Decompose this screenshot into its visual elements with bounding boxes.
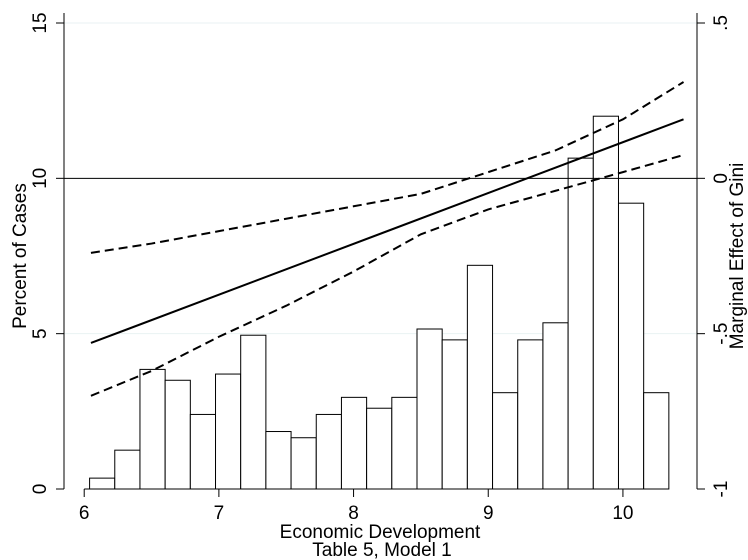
histogram-bar xyxy=(617,202,645,490)
histogram-bar xyxy=(139,368,166,490)
histogram-bar xyxy=(240,334,267,490)
x-tick-label: 6 xyxy=(79,503,90,524)
histogram-bar xyxy=(366,407,393,490)
x-tick-label: 7 xyxy=(214,503,225,524)
histogram-bar xyxy=(340,396,368,490)
y-axis-title-right: Marginal Effect of Gini xyxy=(727,163,748,350)
histogram-bar xyxy=(114,449,141,490)
histogram-bar xyxy=(466,264,494,490)
x-axis-title: Economic Development xyxy=(280,522,481,543)
y-right-tick-label: .5 xyxy=(711,15,732,31)
y-right-tick-label: -.5 xyxy=(711,323,732,345)
x-tick-label: 9 xyxy=(483,503,494,524)
chart-subtitle: Table 5, Model 1 xyxy=(312,540,451,560)
histogram-bar xyxy=(391,396,418,490)
histogram-bar xyxy=(441,339,468,490)
y-left-tick-label: 5 xyxy=(30,328,51,339)
histogram-bar xyxy=(416,328,443,490)
confidence-bound-line xyxy=(90,154,684,397)
histogram-bar xyxy=(164,379,191,490)
histogram-bar xyxy=(643,392,670,490)
y-axis-title-left: Percent of Cases xyxy=(10,183,31,329)
histogram-bar xyxy=(542,322,569,490)
histogram-bar xyxy=(89,477,116,490)
confidence-bound-line xyxy=(90,81,685,254)
histogram-bar xyxy=(567,157,594,490)
histogram-bars xyxy=(89,115,670,490)
x-tick-label: 8 xyxy=(348,503,359,524)
histogram-bar xyxy=(290,437,317,490)
x-tick-label: 10 xyxy=(612,503,633,524)
histogram-bar xyxy=(592,115,619,490)
histogram-bar xyxy=(492,392,519,490)
histogram-bar xyxy=(517,339,544,490)
y-left-tick-label: 0 xyxy=(30,484,51,495)
histogram-bar xyxy=(189,413,217,490)
effect-lines xyxy=(90,81,685,397)
y-left-tick-label: 10 xyxy=(30,168,51,189)
histogram-bar xyxy=(265,431,292,490)
y-left-tick-label: 15 xyxy=(30,12,51,33)
y-right-tick-label: 0 xyxy=(711,173,732,184)
marginal-effect-line xyxy=(90,118,684,344)
tick-labels: 6 7 8 9 10 0 5 10 15 -1 -.5 0 .5 xyxy=(30,12,732,524)
axes xyxy=(56,13,705,497)
y-right-tick-label: -1 xyxy=(711,481,732,498)
histogram-bar xyxy=(315,413,342,490)
histogram-bar xyxy=(215,373,242,490)
